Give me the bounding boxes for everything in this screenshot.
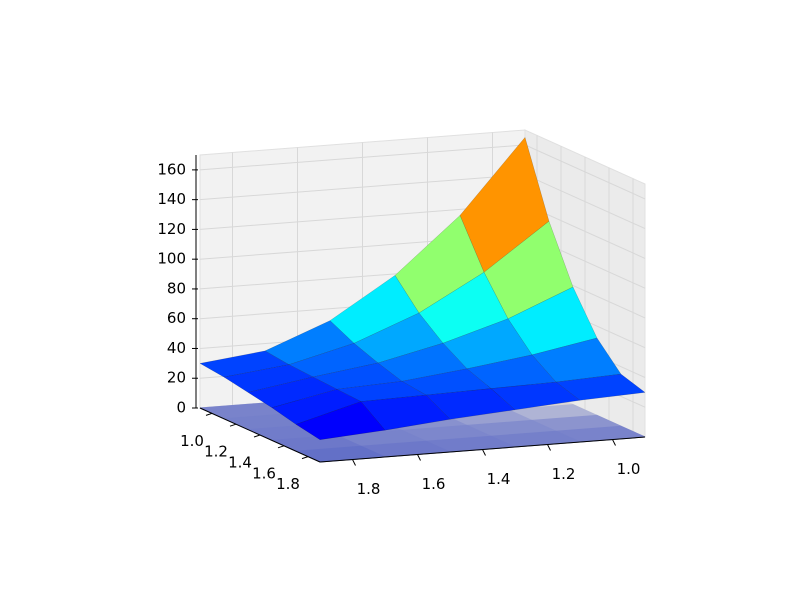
y-tick-label: 1.4 — [228, 454, 252, 472]
y-tick — [229, 423, 237, 427]
z-tick-label: 40 — [167, 339, 186, 357]
x-tick-label: 1.2 — [552, 465, 576, 483]
x-tick-label: 1.4 — [487, 470, 511, 488]
z-tick-label: 80 — [167, 279, 186, 297]
z-tick-label: 120 — [157, 220, 186, 238]
z-tick-label: 100 — [157, 250, 186, 268]
y-tick-label: 1.8 — [276, 475, 300, 493]
z-tick-label: 20 — [167, 369, 186, 387]
y-tick-label: 1.2 — [204, 443, 228, 461]
z-tick-label: 140 — [157, 190, 186, 208]
y-tick — [301, 456, 309, 460]
x-tick-label: 1.0 — [617, 460, 641, 478]
y-tick — [253, 434, 261, 438]
y-tick-label: 1.6 — [252, 464, 276, 482]
y-tick — [277, 445, 285, 449]
y-tick — [205, 412, 213, 416]
x-tick — [482, 449, 486, 456]
x-tick — [417, 454, 421, 461]
x-tick — [547, 444, 551, 451]
y-tick-label: 1.0 — [180, 432, 204, 450]
x-tick-label: 1.8 — [357, 480, 381, 498]
surface-face — [295, 401, 386, 440]
x-tick — [352, 459, 356, 466]
z-tick-label: 0 — [176, 399, 186, 417]
z-tick-label: 60 — [167, 309, 186, 327]
x-tick-label: 1.6 — [422, 475, 446, 493]
z-tick-label: 160 — [157, 160, 186, 178]
x-tick — [612, 439, 616, 446]
